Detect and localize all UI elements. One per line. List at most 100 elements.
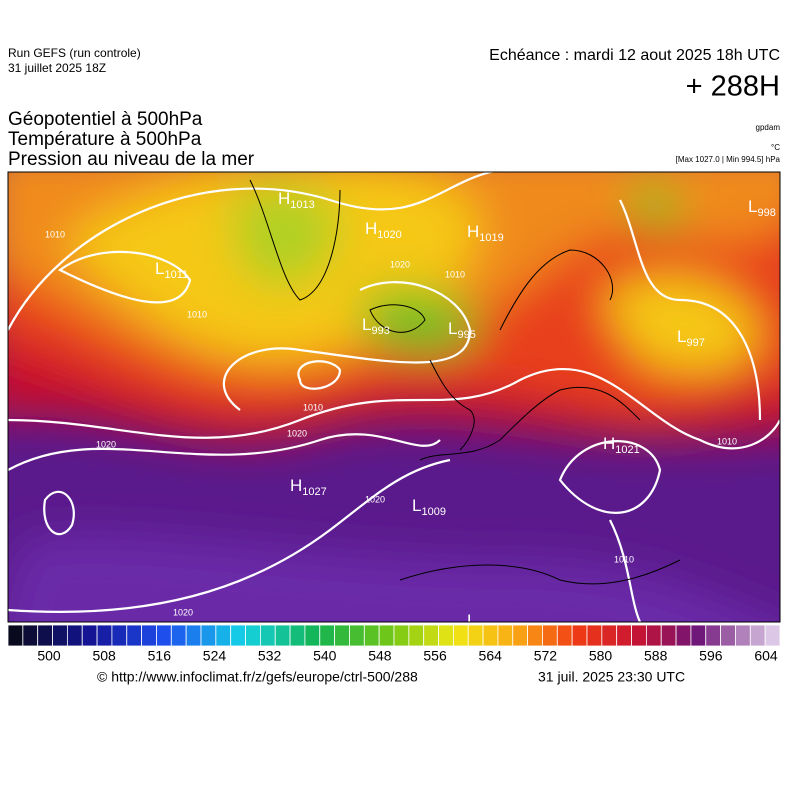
colorbar-swatch: [66, 624, 83, 647]
isobar-label: 1020: [96, 439, 116, 449]
center-letter: H: [290, 476, 302, 495]
isobar-label: 1010: [45, 229, 65, 239]
pressure-center: H1020: [365, 219, 402, 240]
generated: 31 juil. 2025 23:30 UTC: [538, 669, 685, 685]
colorbar-swatch: [690, 624, 707, 647]
isobar-label: 1010: [614, 554, 634, 564]
colorbar-swatch: [720, 624, 736, 647]
pressure-center: L997: [677, 327, 705, 348]
colorbar-swatch: [408, 624, 425, 647]
center-letter: L: [748, 197, 757, 216]
colorbar-swatch: [96, 624, 113, 647]
colorbar-swatch: [467, 624, 484, 647]
colorbar-swatch: [200, 624, 217, 647]
colorbar-swatch: [289, 624, 306, 647]
colorbar-swatch: [749, 624, 766, 647]
center-value: 993: [371, 325, 389, 337]
colorbar-swatch: [22, 624, 39, 647]
colorbar-swatch: [126, 624, 143, 647]
colorbar-swatch: [616, 624, 632, 647]
center-value: 997: [686, 337, 704, 349]
center-value: 1011: [164, 269, 188, 281]
colorbar-swatch: [349, 624, 365, 647]
colorbar-swatch: [37, 624, 53, 647]
colorbar-tick-label: 532: [258, 648, 282, 664]
colorbar-swatch: [334, 624, 350, 647]
pressure-center: L993: [362, 315, 390, 336]
colorbar-swatch: [542, 624, 558, 647]
unit: °C: [771, 143, 780, 152]
center-letter: L: [155, 259, 164, 278]
center-letter: L: [412, 496, 421, 515]
colorbar-swatch: [7, 624, 24, 647]
center-value: 1009: [421, 506, 445, 518]
isobar-label: 1010: [717, 436, 737, 446]
pressure-center: H1027: [290, 476, 327, 497]
isobar-label: 1020: [365, 494, 385, 504]
colorbar-swatch: [259, 624, 276, 647]
colorbar-swatch: [735, 624, 751, 647]
isobar-label: 1010: [445, 269, 465, 279]
colorbar-swatch: [645, 624, 662, 647]
colorbar-swatch: [319, 624, 336, 647]
pressure-center: L995: [448, 319, 476, 340]
colorbar-swatch: [556, 624, 573, 647]
run: Run GEFS (run controle): [8, 46, 141, 60]
colorbar-swatch: [245, 624, 261, 647]
colorbar-swatch: [230, 624, 246, 647]
center-letter: H: [603, 434, 615, 453]
colorbar-swatch: [660, 624, 677, 647]
colorbar-swatch: [601, 624, 618, 647]
center-value: 1013: [290, 199, 314, 211]
colorbar-swatch: [185, 624, 202, 647]
title: Pression au niveau de la mer: [8, 149, 255, 170]
colorbar-swatch: [571, 624, 588, 647]
stats: [Max 1027.0 | Min 994.5] hPa: [676, 155, 781, 164]
colorbar-tick-label: 540: [313, 648, 337, 664]
map-frame: [7, 171, 781, 623]
colorbar-swatch: [675, 624, 692, 647]
colorbar-tick-label: 596: [699, 648, 723, 664]
center-value: 995: [457, 329, 475, 341]
colorbar-tick-label: 500: [37, 648, 61, 664]
colorbar-swatch: [497, 624, 514, 647]
isobar-label: 1010: [187, 309, 207, 319]
isobar-label: 1020: [173, 607, 193, 617]
center-letter: L: [677, 327, 686, 346]
isobars: [8, 172, 780, 622]
colorbar-tick-label: 548: [368, 648, 392, 664]
colorbar-swatch: [363, 624, 380, 647]
colorbar-tick-label: 524: [203, 648, 227, 664]
colorbar-tick-label: 604: [754, 648, 778, 664]
center-letter: L: [467, 611, 476, 630]
colorbar-swatch: [274, 624, 291, 647]
colorbar-swatch: [438, 624, 454, 647]
colorbar-tick-label: 556: [423, 648, 447, 664]
coastlines: [249, 179, 681, 585]
colorbar-swatch: [393, 624, 410, 647]
pressure-center: L1009: [412, 496, 446, 517]
center-value: 1020: [377, 229, 401, 241]
isobar-label: 1010: [303, 402, 323, 412]
colorbar-tick-label: 516: [148, 648, 172, 664]
colorbar-swatch: [111, 624, 128, 647]
pressure-center: H1021: [603, 434, 640, 455]
colorbar-swatch: [52, 624, 68, 647]
center-letter: H: [365, 219, 377, 238]
colorbar-swatch: [423, 624, 439, 647]
lead-time: + 288H: [686, 71, 780, 103]
center-value: 1019: [479, 232, 503, 244]
colorbar-swatch: [156, 624, 172, 647]
colorbar-swatch: [764, 624, 781, 647]
colorbar-swatch: [482, 624, 499, 647]
colorbar-swatch: [631, 624, 647, 647]
colorbar-tick-label: 564: [479, 648, 503, 664]
colorbar-swatch: [170, 624, 187, 647]
run-date: 31 juillet 2025 18Z: [8, 61, 106, 75]
center-letter: L: [362, 315, 371, 334]
colorbar-swatch: [512, 624, 529, 647]
pressure-center: L1004: [467, 611, 501, 632]
title: Température à 500hPa: [8, 129, 202, 150]
isobar-label: 1020: [390, 259, 410, 269]
colorbar-swatch: [81, 624, 98, 647]
